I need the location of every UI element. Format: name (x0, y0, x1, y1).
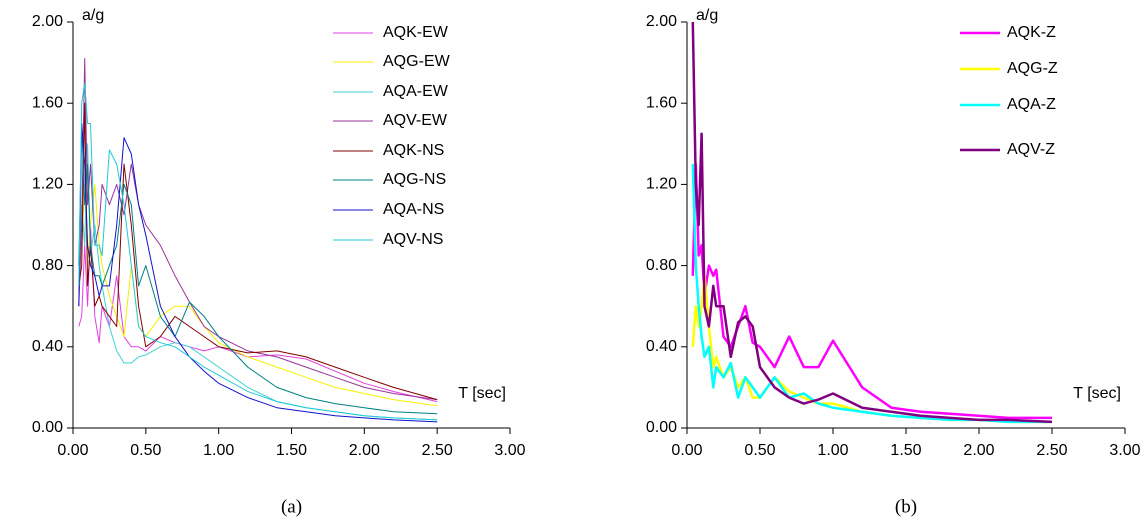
series-line (78, 102, 438, 401)
series-line (78, 123, 438, 423)
series-line (78, 58, 438, 401)
series-line (691, 164, 1052, 424)
y-tick-label: 0.00 (646, 419, 677, 436)
y-tick-label: 1.20 (646, 176, 677, 193)
x-tick-label: 2.00 (963, 442, 994, 459)
series-line (78, 82, 438, 421)
y-tick-label: 0.00 (32, 419, 63, 436)
y-tick-label: 2.00 (646, 13, 677, 30)
legend-label: AQV-NS (383, 231, 443, 248)
x-tick-label: 3.00 (1109, 442, 1140, 459)
legend-label: AQK-Z (1007, 24, 1056, 41)
x-tick-label: 1.50 (890, 442, 921, 459)
series-line (78, 224, 438, 403)
y-tick-label: 0.80 (646, 257, 677, 274)
x-tick-label: 0.50 (744, 442, 775, 459)
legend-label: AQG-Z (1007, 60, 1058, 77)
x-tick-label: 2.00 (349, 442, 380, 459)
x-tick-label: 0.00 (671, 442, 702, 459)
series-line (78, 123, 438, 415)
caption: (b) (895, 496, 917, 517)
y-tick-label: 1.20 (32, 176, 63, 193)
x-tick-label: 1.50 (276, 442, 307, 459)
legend-label: AQK-EW (383, 24, 449, 41)
y-tick-label: 1.60 (32, 94, 63, 111)
legend-label: AQA-EW (383, 83, 449, 100)
y-tick-label: 0.40 (646, 338, 677, 355)
legend-label: AQG-EW (383, 53, 451, 70)
y-tick-label: 0.80 (32, 257, 63, 274)
legend-label: AQK-NS (383, 142, 444, 159)
y-tick-label: 2.00 (32, 13, 63, 30)
x-tick-label: 2.50 (1036, 442, 1067, 459)
legend-label: AQG-NS (383, 171, 446, 188)
series-line (691, 274, 1052, 424)
x-tick-label: 0.50 (130, 442, 161, 459)
x-tick-label: 3.00 (494, 442, 525, 459)
x-axis-label: T [sec] (458, 385, 506, 402)
y-axis-label: a/g (82, 7, 104, 24)
x-tick-label: 1.00 (203, 442, 234, 459)
legend-label: AQV-Z (1007, 141, 1055, 158)
x-axis-label: T [sec] (1073, 385, 1121, 402)
legend-label: AQV-EW (383, 112, 448, 129)
y-axis-label: a/g (696, 7, 718, 24)
x-tick-label: 2.50 (422, 442, 453, 459)
y-tick-label: 1.60 (646, 94, 677, 111)
series-line (691, 21, 1053, 424)
caption: (a) (281, 496, 302, 517)
legend-label: AQA-Z (1007, 96, 1056, 113)
legend-label: AQA-NS (383, 201, 444, 218)
y-tick-label: 0.40 (32, 338, 63, 355)
x-tick-label: 1.00 (817, 442, 848, 459)
x-tick-label: 0.00 (57, 442, 88, 459)
